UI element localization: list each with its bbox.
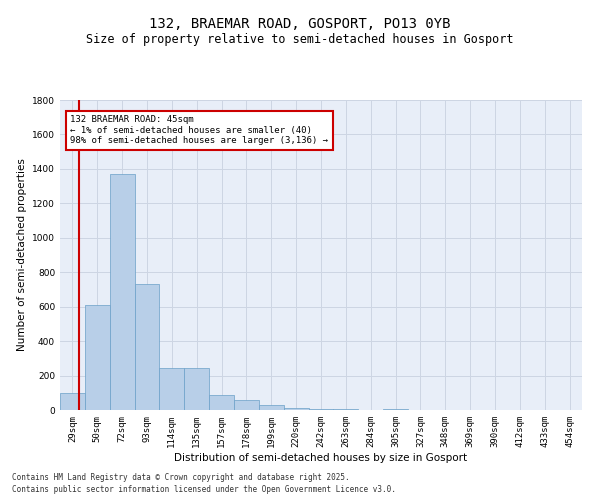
Text: 132 BRAEMAR ROAD: 45sqm
← 1% of semi-detached houses are smaller (40)
98% of sem: 132 BRAEMAR ROAD: 45sqm ← 1% of semi-det…: [70, 116, 328, 146]
Bar: [184, 368, 209, 410]
Bar: [259, 405, 284, 410]
Bar: [209, 396, 234, 410]
Bar: [60, 393, 85, 410]
Bar: [308, 409, 334, 410]
Bar: [284, 408, 308, 410]
Text: 132, BRAEMAR ROAD, GOSPORT, PO13 0YB: 132, BRAEMAR ROAD, GOSPORT, PO13 0YB: [149, 18, 451, 32]
Text: Contains public sector information licensed under the Open Government Licence v3: Contains public sector information licen…: [12, 485, 396, 494]
Bar: [383, 408, 408, 410]
X-axis label: Distribution of semi-detached houses by size in Gosport: Distribution of semi-detached houses by …: [175, 452, 467, 462]
Bar: [160, 368, 184, 410]
Text: Size of property relative to semi-detached houses in Gosport: Size of property relative to semi-detach…: [86, 32, 514, 46]
Bar: [85, 305, 110, 410]
Y-axis label: Number of semi-detached properties: Number of semi-detached properties: [17, 158, 26, 352]
Text: Contains HM Land Registry data © Crown copyright and database right 2025.: Contains HM Land Registry data © Crown c…: [12, 472, 350, 482]
Bar: [110, 174, 134, 410]
Bar: [234, 400, 259, 410]
Bar: [134, 284, 160, 410]
